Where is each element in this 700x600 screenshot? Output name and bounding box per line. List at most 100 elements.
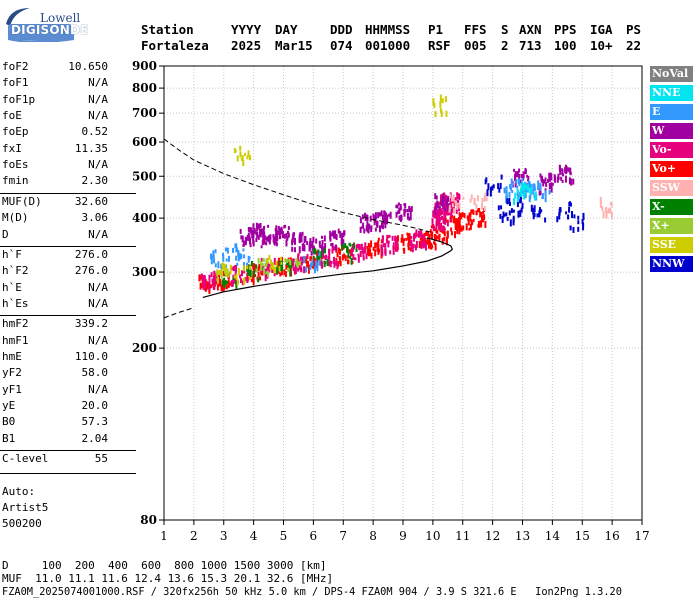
echo-mark-nne [534, 193, 537, 201]
echo-mark-w [410, 206, 413, 213]
echo-mark-w [291, 239, 294, 246]
virtual-height-trace [163, 138, 434, 234]
echo-mark-nne [513, 198, 516, 206]
param-name: hmF1 [2, 333, 29, 347]
echo-mark-nnw [565, 211, 568, 215]
echo-mark-w [408, 216, 411, 221]
echo-mark-nne [529, 187, 532, 191]
echo-mark-vo [396, 241, 399, 248]
echo-mark-vo [402, 239, 405, 246]
echo-mark-w [389, 211, 392, 219]
echo-mark-e [221, 252, 224, 256]
echo-mark-vo [257, 271, 260, 277]
param-name: h`F2 [2, 264, 29, 278]
echo-mark-e [522, 188, 525, 194]
echo-mark-vo [456, 219, 459, 227]
echo-mark-sse [268, 254, 271, 260]
echo-mark-vo [322, 251, 325, 258]
echo-mark-sse [216, 269, 219, 275]
echo-mark-w [298, 246, 301, 254]
echo-mark-w [379, 225, 382, 233]
echo-mark-vo [298, 265, 301, 271]
echo-mark-e [516, 185, 519, 189]
header-value-9: 100 [554, 38, 577, 53]
echo-mark-w [384, 218, 387, 225]
echo-mark-ssw [453, 208, 456, 215]
echo-mark-e [528, 181, 531, 185]
echo-mark-w [550, 186, 553, 193]
echo-mark-x [260, 261, 263, 266]
echo-mark-x [344, 243, 347, 249]
echo-mark-w [318, 240, 321, 247]
echo-mark-sse [280, 256, 283, 261]
echo-mark-w [447, 205, 450, 210]
echo-mark-vo [470, 209, 473, 213]
echo-mark-x [289, 259, 292, 266]
echo-mark-ssw [483, 206, 486, 212]
echo-mark-w [261, 240, 264, 246]
echo-mark-ssw [475, 203, 478, 209]
echo-mark-vo [273, 272, 276, 277]
echo-mark-w [524, 168, 527, 173]
echo-mark-w [387, 213, 390, 217]
echo-mark-w [544, 177, 547, 182]
echo-mark-e [537, 180, 540, 188]
echo-mark-ssw [484, 192, 487, 197]
echo-mark-vo [435, 221, 438, 229]
echo-mark-sse [270, 264, 273, 268]
echo-mark-x [224, 280, 227, 286]
echo-mark-w [548, 183, 551, 190]
echo-mark-ssw [609, 207, 612, 214]
echo-mark-nnw [582, 212, 585, 219]
param-value: 339.2 [74, 317, 108, 331]
echo-mark-sse [235, 273, 238, 280]
echo-mark-vo [207, 283, 210, 290]
echo-mark-w [404, 209, 407, 213]
echo-mark-w [246, 234, 249, 241]
echo-mark-w [381, 214, 384, 220]
echo-mark-vo [368, 244, 371, 251]
echo-mark-w [310, 250, 313, 256]
param-value: 32.60 [74, 194, 108, 208]
plot-frame [163, 65, 643, 521]
echo-mark-nnw [492, 184, 495, 189]
echo-mark-e [544, 196, 547, 203]
echo-mark-w [331, 242, 334, 247]
echo-mark-w [441, 193, 444, 199]
echo-mark-vo [450, 210, 453, 217]
echo-mark-e [529, 183, 532, 190]
echo-mark-w [334, 244, 337, 251]
echo-mark-w [265, 241, 268, 246]
legend-item-x: X+ [650, 218, 693, 234]
echo-mark-e [544, 190, 547, 197]
echo-mark-sse [275, 261, 278, 268]
echo-mark-vo [388, 234, 391, 238]
echo-mark-vo [479, 211, 482, 218]
echo-mark-e [237, 251, 240, 256]
echo-mark-w [321, 235, 324, 239]
echo-mark-e [238, 252, 241, 260]
echo-mark-w [549, 175, 552, 179]
echo-mark-nne [529, 188, 532, 194]
echo-mark-vo [377, 250, 380, 255]
echo-mark-vo [250, 278, 253, 282]
echo-mark-vo [297, 254, 300, 261]
param-name: foF1 [2, 76, 29, 90]
echo-mark-nnw [512, 209, 515, 213]
echo-mark-e [222, 254, 225, 262]
echo-mark-ssw [448, 207, 451, 213]
echo-mark-nne [516, 196, 519, 204]
echo-mark-w [277, 231, 280, 235]
echo-mark-nnw [510, 208, 513, 214]
echo-mark-w [447, 196, 450, 203]
echo-mark-w [309, 241, 312, 248]
echo-mark-vo [445, 208, 448, 216]
echo-mark-vo [205, 280, 208, 284]
echo-mark-w [434, 207, 437, 215]
echo-mark-w [397, 202, 400, 206]
echo-mark-nnw [519, 209, 522, 217]
echo-mark-w [308, 244, 311, 252]
echo-mark-vo [462, 225, 465, 231]
echo-mark-vo [445, 194, 448, 200]
echo-mark-w [520, 173, 523, 178]
